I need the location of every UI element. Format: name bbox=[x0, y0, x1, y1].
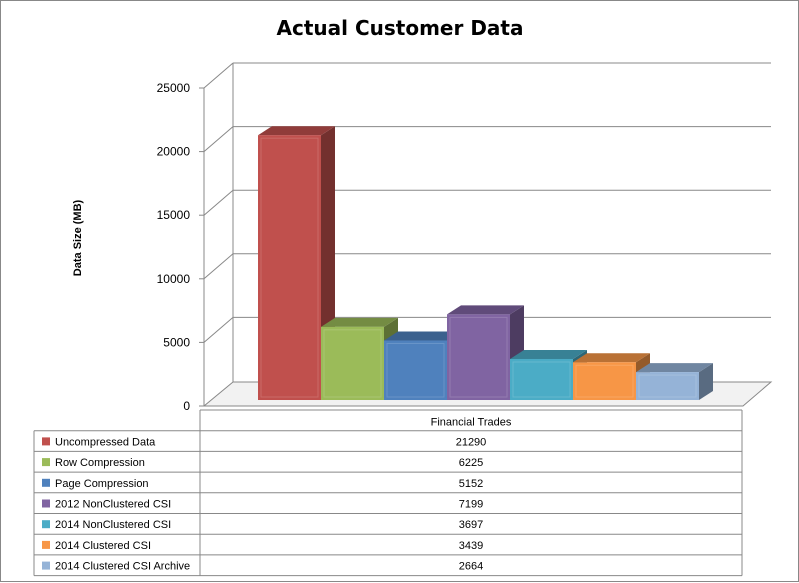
bar-highlight bbox=[323, 329, 382, 398]
bar-front bbox=[510, 358, 573, 400]
y-tick-label: 25000 bbox=[157, 81, 191, 95]
y-axis-label: Data Size (MB) bbox=[72, 199, 84, 276]
y-tick-label: 15000 bbox=[157, 208, 191, 222]
gridline-diag bbox=[203, 189, 234, 216]
data-label: 7199 bbox=[459, 499, 483, 511]
bar-highlight bbox=[638, 374, 697, 398]
legend-swatch bbox=[42, 540, 50, 549]
bar-side bbox=[699, 363, 713, 400]
legend-label: Page Compression bbox=[55, 478, 149, 490]
bar-top bbox=[447, 305, 524, 315]
bar-front bbox=[573, 362, 636, 400]
bar-highlight bbox=[575, 364, 634, 398]
y-tick-label: 0 bbox=[183, 399, 190, 413]
table-category-header: Financial Trades bbox=[431, 417, 512, 429]
legend-swatch bbox=[42, 458, 50, 467]
y-tick-label: 5000 bbox=[163, 335, 190, 349]
bar-top bbox=[573, 353, 650, 363]
bar-top bbox=[258, 126, 335, 136]
legend-label: 2012 NonClustered CSI bbox=[55, 499, 171, 511]
data-label: 6225 bbox=[459, 457, 483, 469]
gridline-diag bbox=[203, 253, 234, 280]
data-label: 21290 bbox=[456, 436, 487, 448]
data-label: 2664 bbox=[459, 561, 483, 573]
legend-swatch bbox=[42, 499, 50, 508]
data-label: 3697 bbox=[459, 519, 483, 531]
legend-label: Uncompressed Data bbox=[55, 436, 156, 448]
bar-front bbox=[384, 340, 447, 400]
bar-top bbox=[384, 331, 461, 341]
legend-label: Row Compression bbox=[55, 457, 145, 469]
bar-front bbox=[447, 314, 510, 400]
legend-swatch bbox=[42, 561, 50, 570]
data-table: Financial Trades Uncompressed Data 21290 Ro… bbox=[33, 409, 743, 577]
y-tick-label: 10000 bbox=[157, 272, 191, 286]
bar-top bbox=[636, 363, 713, 373]
legend-swatch bbox=[42, 437, 50, 446]
y-tick-label: 20000 bbox=[157, 145, 191, 159]
bar bbox=[636, 363, 713, 400]
bar-front bbox=[321, 326, 384, 400]
legend-label: 2014 Clustered CSI bbox=[55, 540, 151, 552]
y-tick-labels: 0 5000 10000 15000 20000 25000 bbox=[157, 81, 191, 413]
data-label: 3439 bbox=[459, 540, 483, 552]
bar-front bbox=[636, 372, 699, 400]
bars bbox=[258, 126, 713, 401]
data-label: 5152 bbox=[459, 478, 483, 490]
bar-highlight bbox=[512, 361, 571, 398]
bar-top bbox=[321, 317, 398, 327]
gridline-diag bbox=[203, 126, 234, 152]
bar-highlight bbox=[386, 342, 445, 398]
bar-highlight bbox=[449, 316, 508, 398]
bar-highlight bbox=[260, 137, 319, 398]
bar-top bbox=[510, 349, 587, 359]
chart-title: Actual Customer Data bbox=[277, 16, 524, 40]
gridline-diag bbox=[203, 317, 234, 343]
legend-swatch bbox=[42, 478, 50, 487]
legend-label: 2014 Clustered CSI Archive bbox=[55, 561, 190, 573]
legend-swatch bbox=[42, 520, 50, 529]
legend-label: 2014 NonClustered CSI bbox=[55, 519, 171, 531]
bar-front bbox=[258, 135, 321, 400]
gridline-diag bbox=[203, 62, 234, 89]
